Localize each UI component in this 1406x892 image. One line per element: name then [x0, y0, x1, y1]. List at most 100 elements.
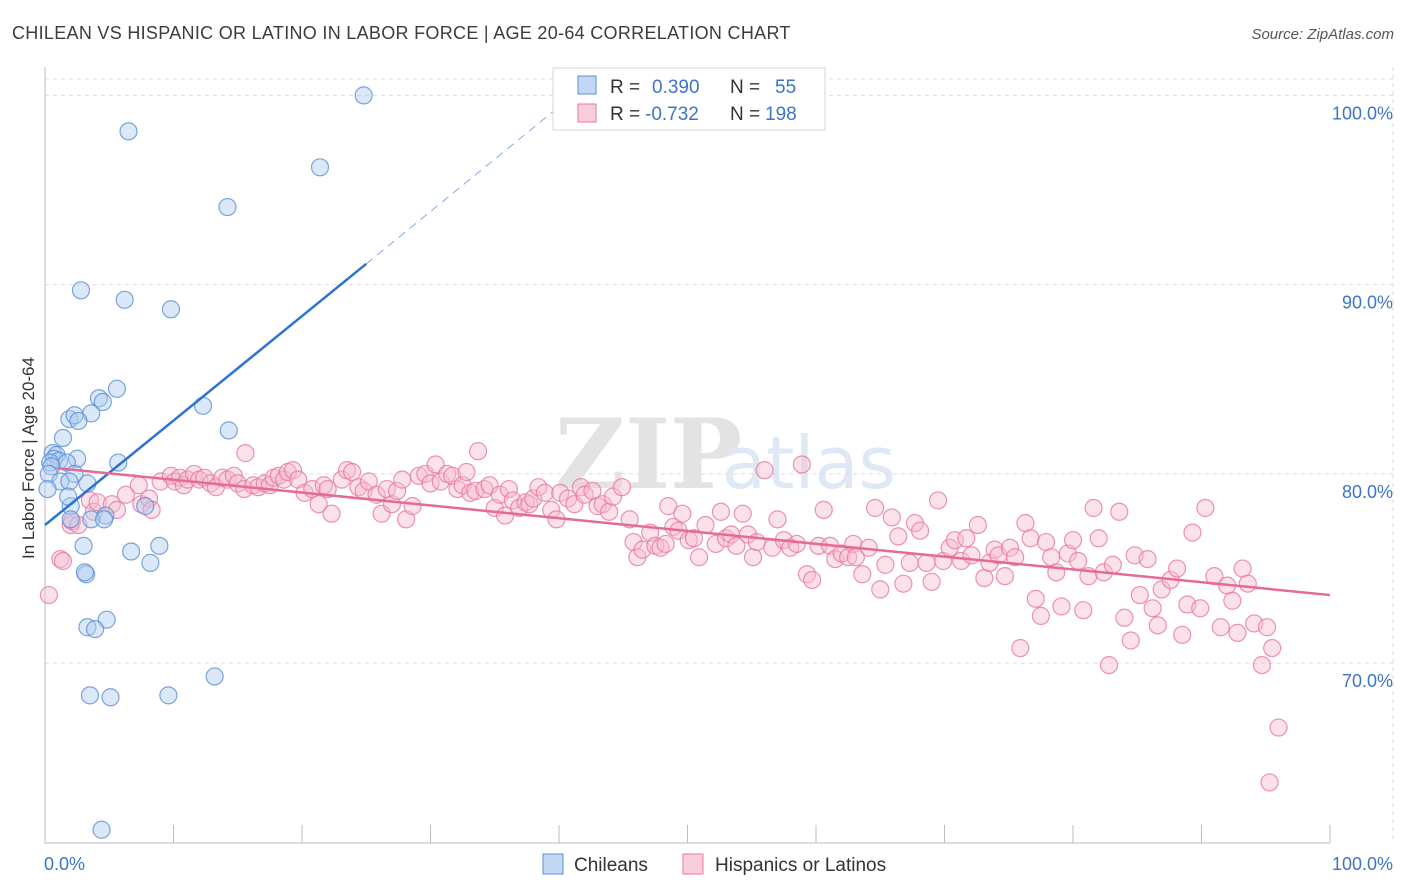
- hispanics-point-67: [431, 472, 450, 491]
- chileans-trend-extension: [365, 106, 560, 265]
- hispanics-point-205: [1191, 599, 1210, 618]
- hispanics-point-195: [1130, 585, 1149, 605]
- chileans-trend-line: [44, 262, 368, 526]
- hispanics-point-157: [928, 491, 948, 510]
- y-tick-label-1: 80.0%: [1342, 482, 1393, 502]
- hispanics-point-101: [612, 478, 632, 497]
- chileans-point-49: [80, 686, 100, 705]
- chileans-point-14: [69, 411, 88, 431]
- hispanics-point-189: [1099, 655, 1119, 675]
- hispanics-point-184: [1074, 601, 1093, 620]
- hispanics-point-155: [917, 553, 936, 572]
- chileans-point-51: [159, 686, 178, 705]
- hispanics-point-172: [1011, 638, 1030, 658]
- hispanics-point-160: [945, 531, 964, 550]
- hispanics-point-88: [535, 483, 554, 502]
- hispanics-points: [39, 442, 1288, 792]
- legend-bottom-swatch-hispanics: [682, 853, 704, 875]
- hispanics-point-193: [1121, 631, 1140, 650]
- chileans-point-15: [219, 421, 238, 440]
- chileans-point-40: [150, 536, 169, 555]
- chileans-point-7: [107, 379, 127, 398]
- hispanics-point-198: [1148, 616, 1167, 635]
- chileans-point-6: [161, 300, 181, 319]
- y-tick-label-0: 70.0%: [1342, 671, 1393, 691]
- hispanics-point-9: [102, 495, 121, 514]
- chileans-point-2: [310, 158, 330, 177]
- hispanics-point-48: [322, 504, 341, 523]
- hispanics-point-47: [318, 479, 337, 499]
- hispanics-point-169: [995, 567, 1014, 586]
- legend-n-value-2: 198: [765, 104, 797, 125]
- hispanics-point-211: [1228, 623, 1247, 643]
- hispanics-point-59: [387, 481, 407, 501]
- hispanics-point-41: [283, 461, 303, 480]
- hispanics-point-196: [1138, 549, 1157, 569]
- chileans-point-1: [119, 122, 138, 141]
- chileans-point-31: [38, 479, 57, 499]
- chileans-point-37: [95, 510, 114, 529]
- grid-lines: [45, 67, 1394, 843]
- hispanics-point-187: [1089, 529, 1108, 548]
- y-axis-label: In Labor Force | Age 20-64: [19, 357, 38, 559]
- hispanics-point-2: [53, 551, 73, 571]
- hispanics-point-152: [900, 553, 919, 572]
- hispanics-point-62: [403, 497, 422, 516]
- hispanics-point-210: [1223, 591, 1242, 610]
- hispanics-point-151: [894, 574, 913, 593]
- hispanics-point-186: [1084, 498, 1103, 518]
- watermark: ZIP atlas: [555, 398, 896, 511]
- legend-bottom-hispanics: Hispanics or Latinos: [715, 855, 886, 876]
- hispanics-point-218: [1269, 718, 1288, 737]
- x-tick-labels: 0.0% 100.0%: [44, 854, 1393, 874]
- hispanics-point-118: [706, 534, 725, 554]
- hispanics-point-178: [1042, 548, 1061, 567]
- hispanics-point-165: [975, 568, 994, 588]
- hispanics-point-163: [962, 546, 981, 565]
- hispanics-point-115: [684, 529, 704, 548]
- hispanics-point-32: [236, 444, 255, 463]
- hispanics-point-175: [1026, 589, 1045, 608]
- hispanics-point-202: [1173, 625, 1192, 644]
- chileans-point-16: [53, 428, 73, 448]
- hispanics-point-98: [593, 495, 612, 514]
- legend-n-label-1: N =: [730, 77, 760, 98]
- hispanics-point-197: [1143, 599, 1162, 618]
- chileans-point-48: [205, 667, 224, 686]
- chileans-point-34: [136, 497, 155, 516]
- hispanics-point-219: [1260, 773, 1279, 792]
- hispanics-point-177: [1036, 532, 1056, 552]
- hispanics-point-123: [733, 504, 752, 523]
- hispanics-point-204: [1183, 523, 1202, 542]
- chileans-point-41: [121, 542, 141, 561]
- hispanics-point-216: [1257, 618, 1277, 637]
- hispanics-point-176: [1031, 606, 1050, 625]
- hispanics-point-11: [116, 485, 136, 504]
- hispanics-point-75: [468, 442, 488, 461]
- hispanics-point-86: [524, 489, 543, 508]
- legend-r-value-1: 0.390: [652, 77, 700, 98]
- hispanics-point-180: [1052, 597, 1071, 616]
- hispanics-point-1: [51, 549, 70, 569]
- hispanics-point-133: [792, 455, 811, 474]
- chileans-point-36: [82, 510, 101, 529]
- hispanics-point-31: [235, 479, 254, 499]
- chileans-point-0: [354, 86, 373, 105]
- chileans-point-29: [60, 472, 79, 491]
- trend-lines: [44, 106, 1331, 597]
- chart-title: CHILEAN VS HISPANIC OR LATINO IN LABOR F…: [12, 23, 791, 43]
- chileans-point-25: [109, 453, 128, 472]
- hispanics-point-217: [1263, 638, 1282, 658]
- hispanics-point-147: [871, 580, 890, 599]
- legend-swatch-chileans: [577, 75, 597, 95]
- hispanics-point-132: [787, 534, 806, 554]
- hispanics-point-135: [803, 570, 822, 590]
- x-tick-label-0: 0.0%: [44, 854, 85, 874]
- hispanics-point-127: [755, 461, 774, 480]
- hispanics-point-174: [1021, 529, 1040, 548]
- legend-bottom-swatch-chileans: [542, 853, 564, 875]
- hispanics-point-122: [727, 536, 746, 555]
- hispanics-point-192: [1115, 608, 1134, 627]
- legend-r-label-2: R =: [610, 104, 640, 125]
- legend-top: R = 0.390 N = 55 R = -0.732 N = 198: [552, 67, 826, 131]
